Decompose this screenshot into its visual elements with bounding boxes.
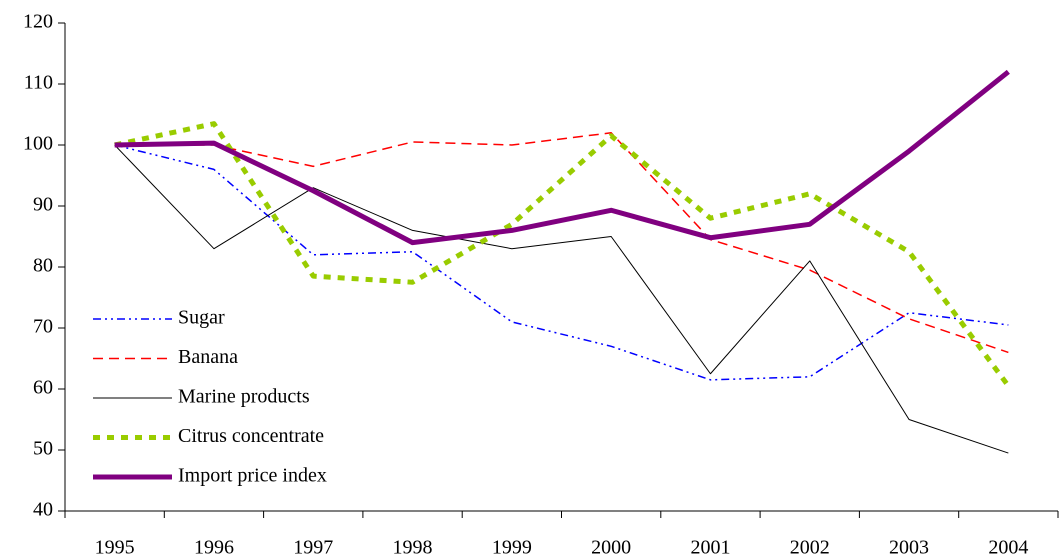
x-tick-label: 1999: [492, 537, 532, 559]
y-tick-label: 110: [24, 72, 53, 94]
legend-label: Import price index: [178, 465, 327, 487]
legend-label: Marine products: [178, 386, 310, 408]
x-tick-label: 2002: [790, 537, 830, 559]
x-tick-label: 1997: [293, 537, 333, 559]
y-tick-label: 80: [33, 255, 53, 277]
series-line: [114, 121, 1011, 388]
series-line: [114, 132, 1009, 354]
x-tick-label: 2001: [690, 537, 730, 559]
y-tick-label: 70: [33, 316, 53, 338]
legend-label: Citrus concentrate: [178, 425, 324, 447]
x-tick-label: 1996: [194, 537, 234, 559]
legend-label: Banana: [178, 346, 238, 368]
x-tick-label: 1998: [393, 537, 433, 559]
x-tick-label: 1995: [95, 537, 135, 559]
legend-label: Sugar: [178, 307, 225, 329]
y-tick-label: 50: [33, 438, 53, 460]
y-tick-label: 120: [23, 11, 53, 33]
x-tick-label: 2004: [988, 537, 1028, 559]
series-line: [114, 144, 1009, 454]
y-tick-label: 60: [33, 377, 53, 399]
y-tick-label: 100: [23, 133, 53, 155]
x-tick-label: 2003: [889, 537, 929, 559]
x-tick-label: 2000: [591, 537, 631, 559]
series-line: [114, 144, 1009, 381]
y-tick-label: 90: [33, 194, 53, 216]
series-line: [114, 69, 1010, 246]
y-tick-label: 40: [33, 499, 53, 521]
